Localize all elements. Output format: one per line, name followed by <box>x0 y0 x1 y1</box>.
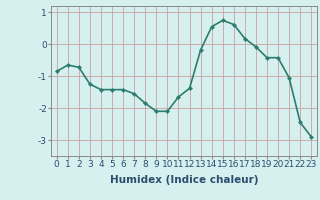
X-axis label: Humidex (Indice chaleur): Humidex (Indice chaleur) <box>110 175 258 185</box>
